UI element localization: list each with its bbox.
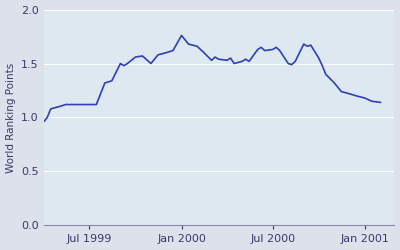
Y-axis label: World Ranking Points: World Ranking Points [6,62,16,172]
